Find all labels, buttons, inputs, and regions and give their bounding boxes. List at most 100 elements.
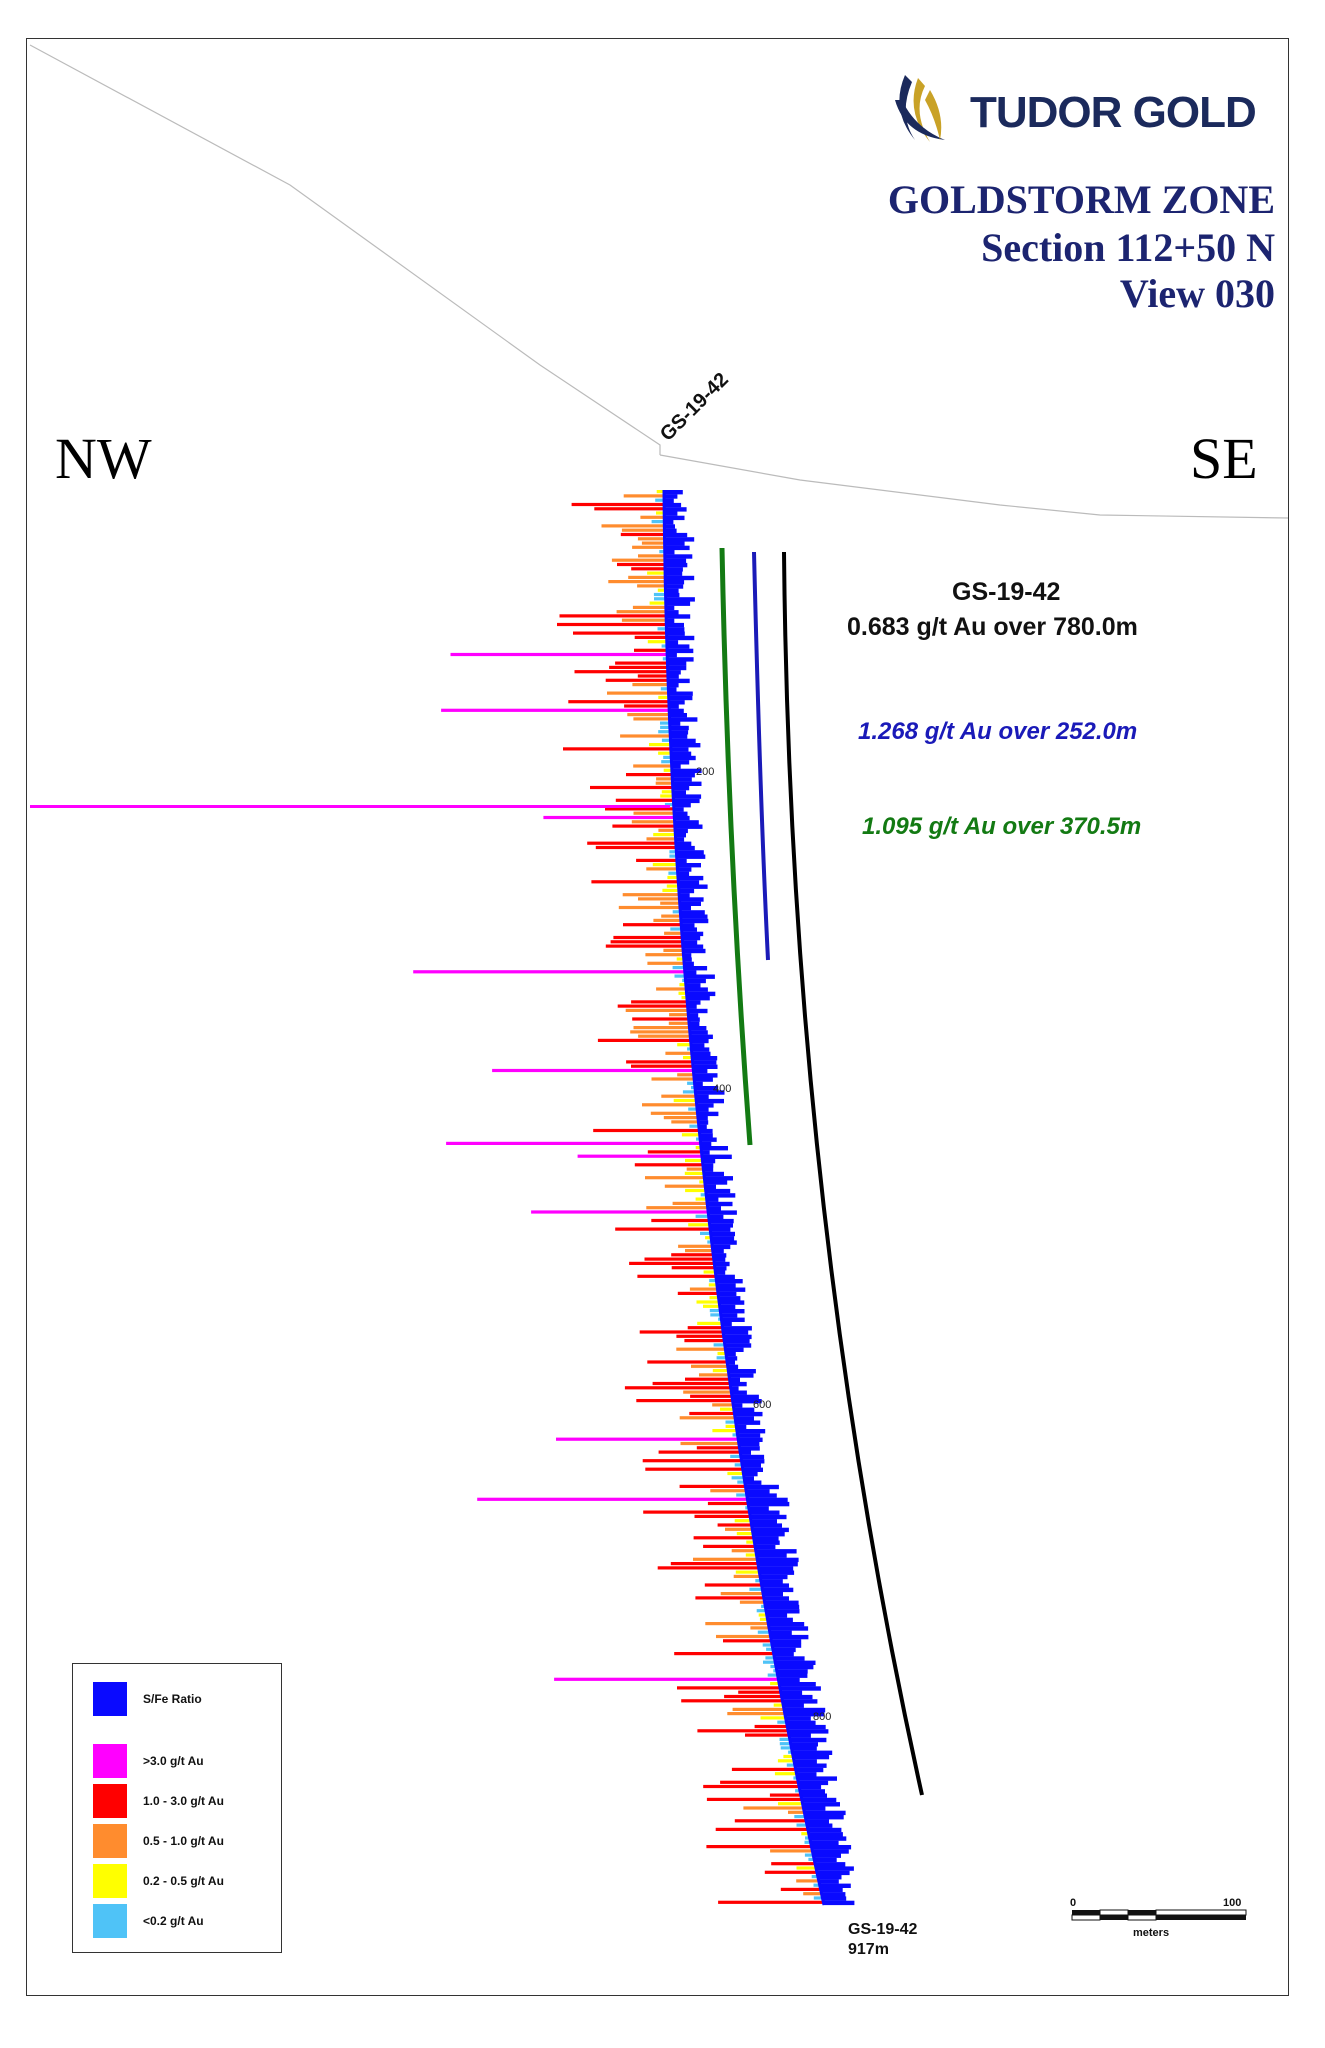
assay-bar	[642, 1103, 697, 1107]
sfe-bar	[797, 1776, 837, 1781]
assay-bar	[760, 1716, 786, 1720]
assay-bar	[793, 1776, 798, 1780]
sfe-bar	[692, 1060, 717, 1065]
sfe-bar	[691, 1047, 710, 1052]
sfe-bar	[720, 1313, 738, 1318]
assay-bar	[804, 1840, 811, 1844]
assay-bar	[649, 601, 666, 605]
sfe-bar	[711, 1236, 735, 1241]
sfe-bar	[669, 708, 684, 714]
sfe-bar	[768, 1622, 805, 1627]
assay-bar	[653, 833, 676, 837]
assay-bar	[654, 597, 666, 601]
assay-bar	[709, 1309, 720, 1313]
sfe-bar	[736, 1429, 766, 1434]
assay-bar	[669, 854, 677, 858]
assay-bar	[720, 1780, 798, 1784]
legend-item: <0.2 g/t Au	[93, 1904, 204, 1938]
sfe-bar	[732, 1403, 743, 1408]
sfe-bar	[664, 498, 674, 503]
sfe-bar	[795, 1767, 824, 1773]
assay-bar	[674, 974, 685, 978]
sfe-bar	[666, 640, 679, 645]
assay-bar	[794, 1815, 805, 1819]
assay-bar	[662, 888, 679, 892]
sfe-bar	[697, 1111, 719, 1117]
assay-bar	[658, 695, 669, 699]
sfe-bar	[675, 837, 685, 842]
assay-bar	[615, 661, 668, 665]
sfe-bar	[733, 1407, 755, 1412]
assay-bar	[492, 1068, 694, 1073]
assay-bar	[670, 927, 682, 931]
sfe-bar	[740, 1454, 765, 1460]
legend-label: >3.0 g/t Au	[143, 1754, 204, 1768]
assay-bar	[678, 1244, 712, 1248]
sfe-bar	[666, 644, 690, 649]
assay-bar	[671, 1253, 714, 1257]
assay-bar	[677, 1686, 780, 1690]
sfe-bar	[794, 1763, 827, 1768]
sfe-bar	[773, 1652, 794, 1657]
sfe-bar	[678, 884, 708, 889]
assay-bar	[659, 550, 665, 554]
assay-bar	[615, 798, 674, 802]
sfe-bar	[669, 713, 687, 718]
sfe-bar	[705, 1188, 731, 1194]
sfe-bar	[693, 1068, 708, 1074]
assay-bar	[771, 1862, 815, 1866]
sfe-bar	[679, 897, 704, 902]
assay-bar	[690, 1394, 732, 1398]
assay-bar	[623, 494, 664, 498]
assay-bar	[682, 1090, 696, 1094]
assay-bar	[559, 614, 666, 618]
sfe-bar	[708, 1210, 737, 1215]
legend-swatch	[93, 1682, 127, 1716]
assay-bar	[795, 1789, 800, 1793]
sfe-bar	[665, 610, 679, 615]
sfe-bar	[670, 743, 701, 748]
assay-bar	[631, 1064, 693, 1068]
sfe-bar	[679, 893, 690, 898]
assay-bar	[779, 1737, 790, 1741]
assay-bar	[595, 845, 676, 850]
sfe-bar	[667, 661, 687, 666]
hole-end-id: GS-19-42	[848, 1921, 918, 1938]
assay-bar	[477, 1497, 748, 1501]
sfe-bar	[793, 1759, 817, 1764]
sfe-bar	[709, 1218, 734, 1224]
assay-bar	[779, 1742, 791, 1746]
sfe-bar	[673, 807, 684, 812]
assay-bar	[660, 725, 670, 729]
assay-bar	[672, 910, 681, 914]
assay-bar	[695, 1146, 701, 1150]
assay-bar	[677, 1073, 694, 1077]
legend: S/Fe Ratio >3.0 g/t Au 1.0 - 3.0 g/t Au …	[72, 1663, 282, 1953]
sfe-bar	[808, 1832, 843, 1837]
sfe-bar	[786, 1720, 816, 1725]
assay-bar	[718, 1900, 824, 1904]
assay-bar	[780, 1746, 792, 1750]
sfe-bar	[727, 1364, 739, 1370]
sfe-bar	[791, 1746, 817, 1751]
sfe-bar	[822, 1896, 847, 1901]
assay-bar	[773, 1703, 783, 1707]
sfe-bar	[686, 987, 708, 992]
sfe-bar	[767, 1617, 793, 1623]
sfe-bar	[665, 592, 680, 598]
assay-bar	[620, 734, 671, 738]
assay-bar	[732, 1433, 738, 1437]
sfe-bar	[754, 1540, 780, 1545]
sfe-bar	[719, 1304, 736, 1310]
sfe-bar	[764, 1600, 799, 1605]
sfe-bar	[688, 1021, 700, 1027]
assay-bar	[651, 1077, 694, 1081]
assay-bar	[703, 1544, 755, 1548]
assay-bar	[685, 1188, 706, 1193]
assay-bar	[769, 1793, 801, 1797]
sfe-bar	[752, 1532, 785, 1537]
sfe-bar	[692, 1056, 718, 1061]
sfe-bar	[799, 1789, 825, 1794]
sfe-bar	[804, 1810, 846, 1816]
assay-bar	[658, 730, 671, 734]
